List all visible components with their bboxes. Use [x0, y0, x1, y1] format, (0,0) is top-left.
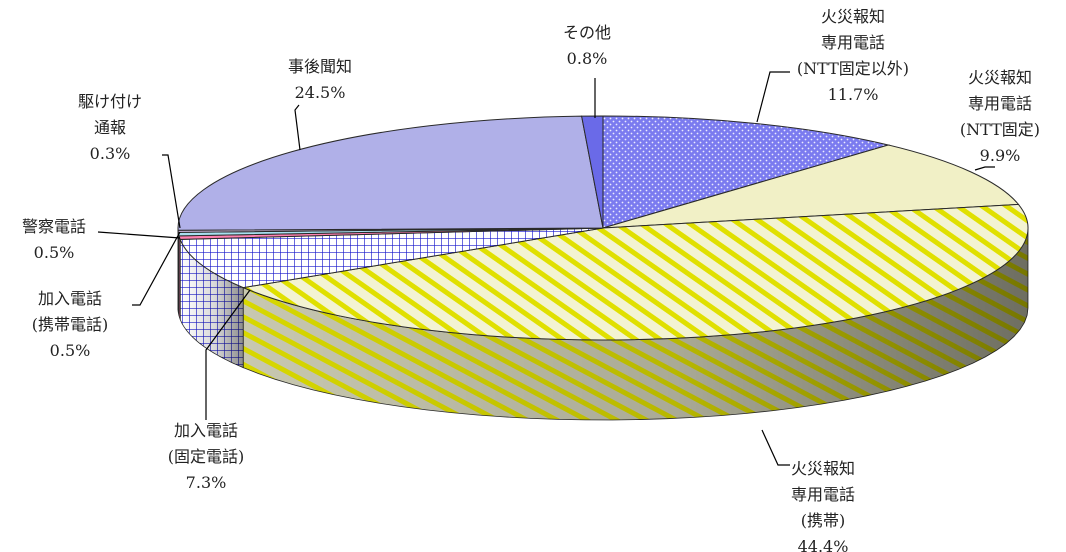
slice-label-0: 火災報知専用電話 (NTT固定以外) 11.7%	[797, 7, 909, 104]
slice-value-6: 0.3%	[90, 144, 131, 163]
leader-line-2	[761, 429, 790, 466]
slice-value-0: 11.7%	[828, 85, 879, 104]
leader-line-0	[756, 71, 790, 123]
leader-line-5	[97, 231, 181, 239]
pie-side-shade-2	[243, 228, 1029, 420]
slice-label-8: その他 0.8%	[563, 23, 611, 68]
slice-value-8: 0.8%	[567, 49, 608, 68]
slice-label-line-0-1: 専用電話	[821, 33, 885, 52]
slice-labels: 火災報知専用電話(NTT固定以外) 11.7%火災報知専用電話(NTT固定) 9.9…	[22, 7, 1040, 552]
leader-line-4	[132, 231, 181, 306]
slice-label-line-1-2: (NTT固定)	[960, 120, 1040, 139]
slice-label-line-2-0: 火災報知	[791, 459, 855, 478]
slice-label-line-1-1: 専用電話	[968, 94, 1032, 113]
leader-line-6	[162, 154, 181, 229]
slice-label-line-3-0: 加入電話	[174, 421, 238, 440]
slice-label-line-4-1: (携帯電話)	[32, 315, 109, 334]
slice-label-2: 火災報知専用電話 (携帯) 44.4%	[791, 459, 855, 552]
leader-lines	[97, 71, 995, 466]
slice-label-line-6-0: 駆け付け	[78, 92, 142, 111]
leader-line-3	[205, 289, 251, 420]
slice-value-1: 9.9%	[980, 146, 1021, 165]
slice-label-7: 事後聞知 24.5%	[288, 57, 352, 102]
slice-label-line-5-0: 警察電話	[22, 217, 86, 236]
slice-label-1: 火災報知専用電話 (NTT固定) 9.9%	[960, 68, 1040, 165]
slice-label-line-2-1: 専用電話	[791, 485, 855, 504]
slice-value-2: 44.4%	[798, 537, 849, 552]
pie-side-walls	[177, 227, 1029, 421]
slice-label-line-8-0: その他	[563, 23, 611, 42]
pie-slice-7	[177, 115, 604, 231]
leader-line-1	[974, 166, 995, 171]
slice-label-3: 加入電話 (固定電話) 7.3%	[168, 421, 245, 492]
slice-label-line-6-1: 通報	[94, 118, 126, 137]
slice-label-line-2-2: (携帯)	[801, 511, 846, 530]
slice-value-7: 24.5%	[295, 83, 346, 102]
pie-slice-8	[581, 115, 604, 229]
slice-label-5: 警察電話 0.5%	[22, 217, 86, 262]
slice-label-6: 駆け付け通報 0.3%	[78, 92, 142, 163]
pie-slice-0	[602, 115, 891, 229]
slice-label-line-4-0: 加入電話	[38, 289, 102, 308]
slice-label-line-7-0: 事後聞知	[288, 57, 352, 76]
slice-label-line-3-1: (固定電話)	[168, 447, 245, 466]
slice-value-3: 7.3%	[186, 473, 227, 492]
leader-line-7	[294, 104, 301, 151]
pie-top-faces	[177, 115, 1029, 341]
pie-slice-2	[241, 203, 1029, 341]
slice-label-line-1-0: 火災報知	[968, 68, 1032, 87]
slice-label-4: 加入電話 (携帯電話) 0.5%	[32, 289, 109, 360]
pie-slice-1	[602, 144, 1020, 229]
slice-label-line-0-2: (NTT固定以外)	[797, 59, 909, 78]
pie-slice-3	[179, 227, 604, 289]
slice-value-5: 0.5%	[34, 243, 75, 262]
pie-side-shade-3	[180, 239, 244, 368]
slice-value-4: 0.5%	[50, 341, 91, 360]
slice-label-line-0-0: 火災報知	[821, 7, 885, 26]
